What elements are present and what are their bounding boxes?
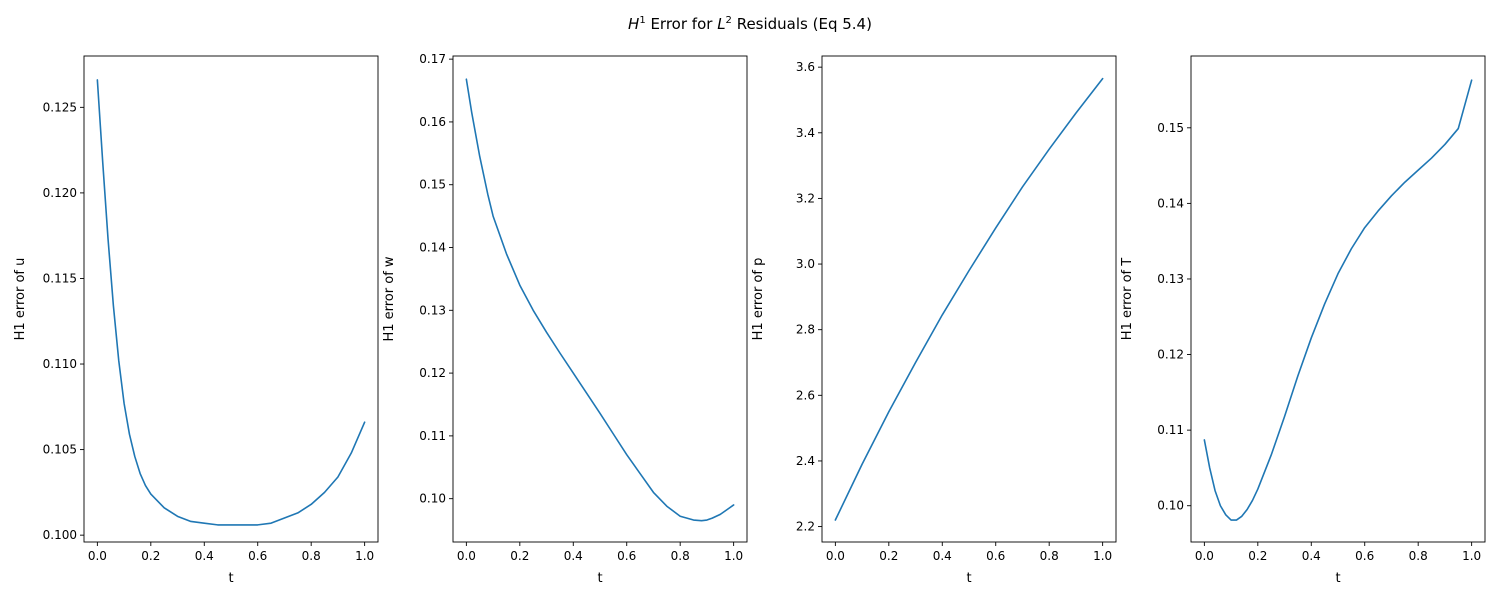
x-tick-label: 0.4 [1302, 549, 1321, 563]
x-axis-label: t [228, 571, 233, 586]
x-axis-label: t [966, 571, 971, 586]
subplot-T: 0.0 0.2 0.4 0.6 0.8 1.0 0.10 0.11 0.12 0.13 0.14 0.… [1120, 55, 1486, 586]
title-prefix-sup: 1 [639, 15, 645, 26]
x-tick-label: 1.0 [1462, 549, 1481, 563]
chart-title: H1 Error for L2 Residuals (Eq 5.4) [628, 15, 872, 33]
series-line-p [834, 77, 1104, 521]
axes-frame-p [821, 55, 1117, 543]
x-tick-label: 0.0 [88, 549, 107, 563]
axes-frame-u [83, 55, 379, 543]
x-tick-label: 0.8 [671, 549, 690, 563]
y-tick-label: 0.10 [419, 492, 446, 506]
x-tick-label: 1.0 [1093, 549, 1112, 563]
x-tick-label: 0.2 [510, 549, 529, 563]
y-tick-label: 0.100 [43, 528, 77, 542]
subplot-u: 0.0 0.2 0.4 0.6 0.8 1.0 0.100 0.105 0.110 0.115 0.… [13, 55, 379, 586]
x-tick-label: 1.0 [355, 549, 374, 563]
y-tick-label: 2.8 [796, 323, 815, 337]
title-mid-sup: 2 [726, 15, 732, 26]
x-tick-label: 0.8 [302, 549, 321, 563]
x-axis-label: t [1335, 571, 1340, 586]
y-tick-label: 0.12 [1157, 348, 1184, 362]
x-tick-label: 1.0 [724, 549, 743, 563]
title-mid-var: L [717, 15, 725, 33]
title-prefix: H [628, 15, 639, 33]
y-tick-label: 0.12 [419, 366, 446, 380]
y-tick-label: 2.4 [796, 454, 815, 468]
y-tick-label: 3.0 [796, 257, 815, 271]
x-tick-label: 0.6 [248, 549, 267, 563]
y-tick-label: 0.11 [1157, 423, 1184, 437]
y-tick-label: 0.14 [419, 241, 446, 255]
x-axis-label: t [597, 571, 602, 586]
y-tick-label: 0.10 [1157, 499, 1184, 513]
subplot-w: 0.0 0.2 0.4 0.6 0.8 1.0 0.10 0.11 0.12 0.13 0.14 0.… [382, 52, 748, 586]
y-tick-label: 0.125 [43, 100, 77, 114]
axes-frame-T [1190, 55, 1486, 543]
y-tick-label: 3.4 [796, 126, 815, 140]
y-tick-label: 0.13 [1157, 272, 1184, 286]
y-tick-label: 0.15 [419, 178, 446, 192]
y-axis-label: H1 error of T [1120, 258, 1135, 340]
x-tick-label: 0.4 [933, 549, 952, 563]
x-tick-label: 0.0 [1195, 549, 1214, 563]
y-tick-label: 0.120 [43, 186, 77, 200]
subplot-p: 0.0 0.2 0.4 0.6 0.8 1.0 2.2 2.4 2.6 2.8 3.0 3.2 3.4 3… [751, 55, 1117, 586]
y-axis-label: H1 error of w [382, 256, 397, 341]
y-axis-label: H1 error of u [13, 258, 28, 341]
y-tick-label: 0.115 [43, 271, 77, 285]
axes-frame-w [452, 55, 748, 543]
x-tick-label: 0.2 [141, 549, 160, 563]
title-suffix: Residuals (Eq 5.4) [732, 15, 872, 33]
y-tick-label: 0.13 [419, 303, 446, 317]
y-tick-label: 3.2 [796, 191, 815, 205]
x-tick-label: 0.0 [457, 549, 476, 563]
x-tick-label: 0.8 [1409, 549, 1428, 563]
x-tick-label: 0.2 [879, 549, 898, 563]
y-tick-label: 2.6 [796, 388, 815, 402]
y-axis-label: H1 error of p [751, 258, 766, 341]
x-tick-label: 0.0 [826, 549, 845, 563]
y-tick-label: 0.110 [43, 357, 77, 371]
x-tick-label: 0.4 [564, 549, 583, 563]
y-tick-label: 0.11 [419, 429, 446, 443]
y-tick-label: 0.15 [1157, 121, 1184, 135]
y-tick-label: 2.2 [796, 520, 815, 534]
title-middle: Error for [646, 15, 718, 33]
series-line-T [1203, 79, 1473, 521]
x-tick-label: 0.6 [1355, 549, 1374, 563]
series-line-u [96, 79, 366, 526]
subplots: 0.0 0.2 0.4 0.6 0.8 1.0 0.100 0.105 0.110 0.115 0.… [13, 52, 1486, 586]
series-line-w [465, 78, 735, 522]
y-tick-label: 0.14 [1157, 196, 1184, 210]
x-tick-label: 0.4 [195, 549, 214, 563]
x-tick-label: 0.8 [1040, 549, 1059, 563]
y-tick-label: 0.16 [419, 115, 446, 129]
y-tick-label: 3.6 [796, 60, 815, 74]
y-tick-label: 0.105 [43, 443, 77, 457]
x-tick-label: 0.6 [986, 549, 1005, 563]
x-tick-label: 0.6 [617, 549, 636, 563]
y-tick-label: 0.17 [419, 52, 446, 66]
x-tick-label: 0.2 [1248, 549, 1267, 563]
